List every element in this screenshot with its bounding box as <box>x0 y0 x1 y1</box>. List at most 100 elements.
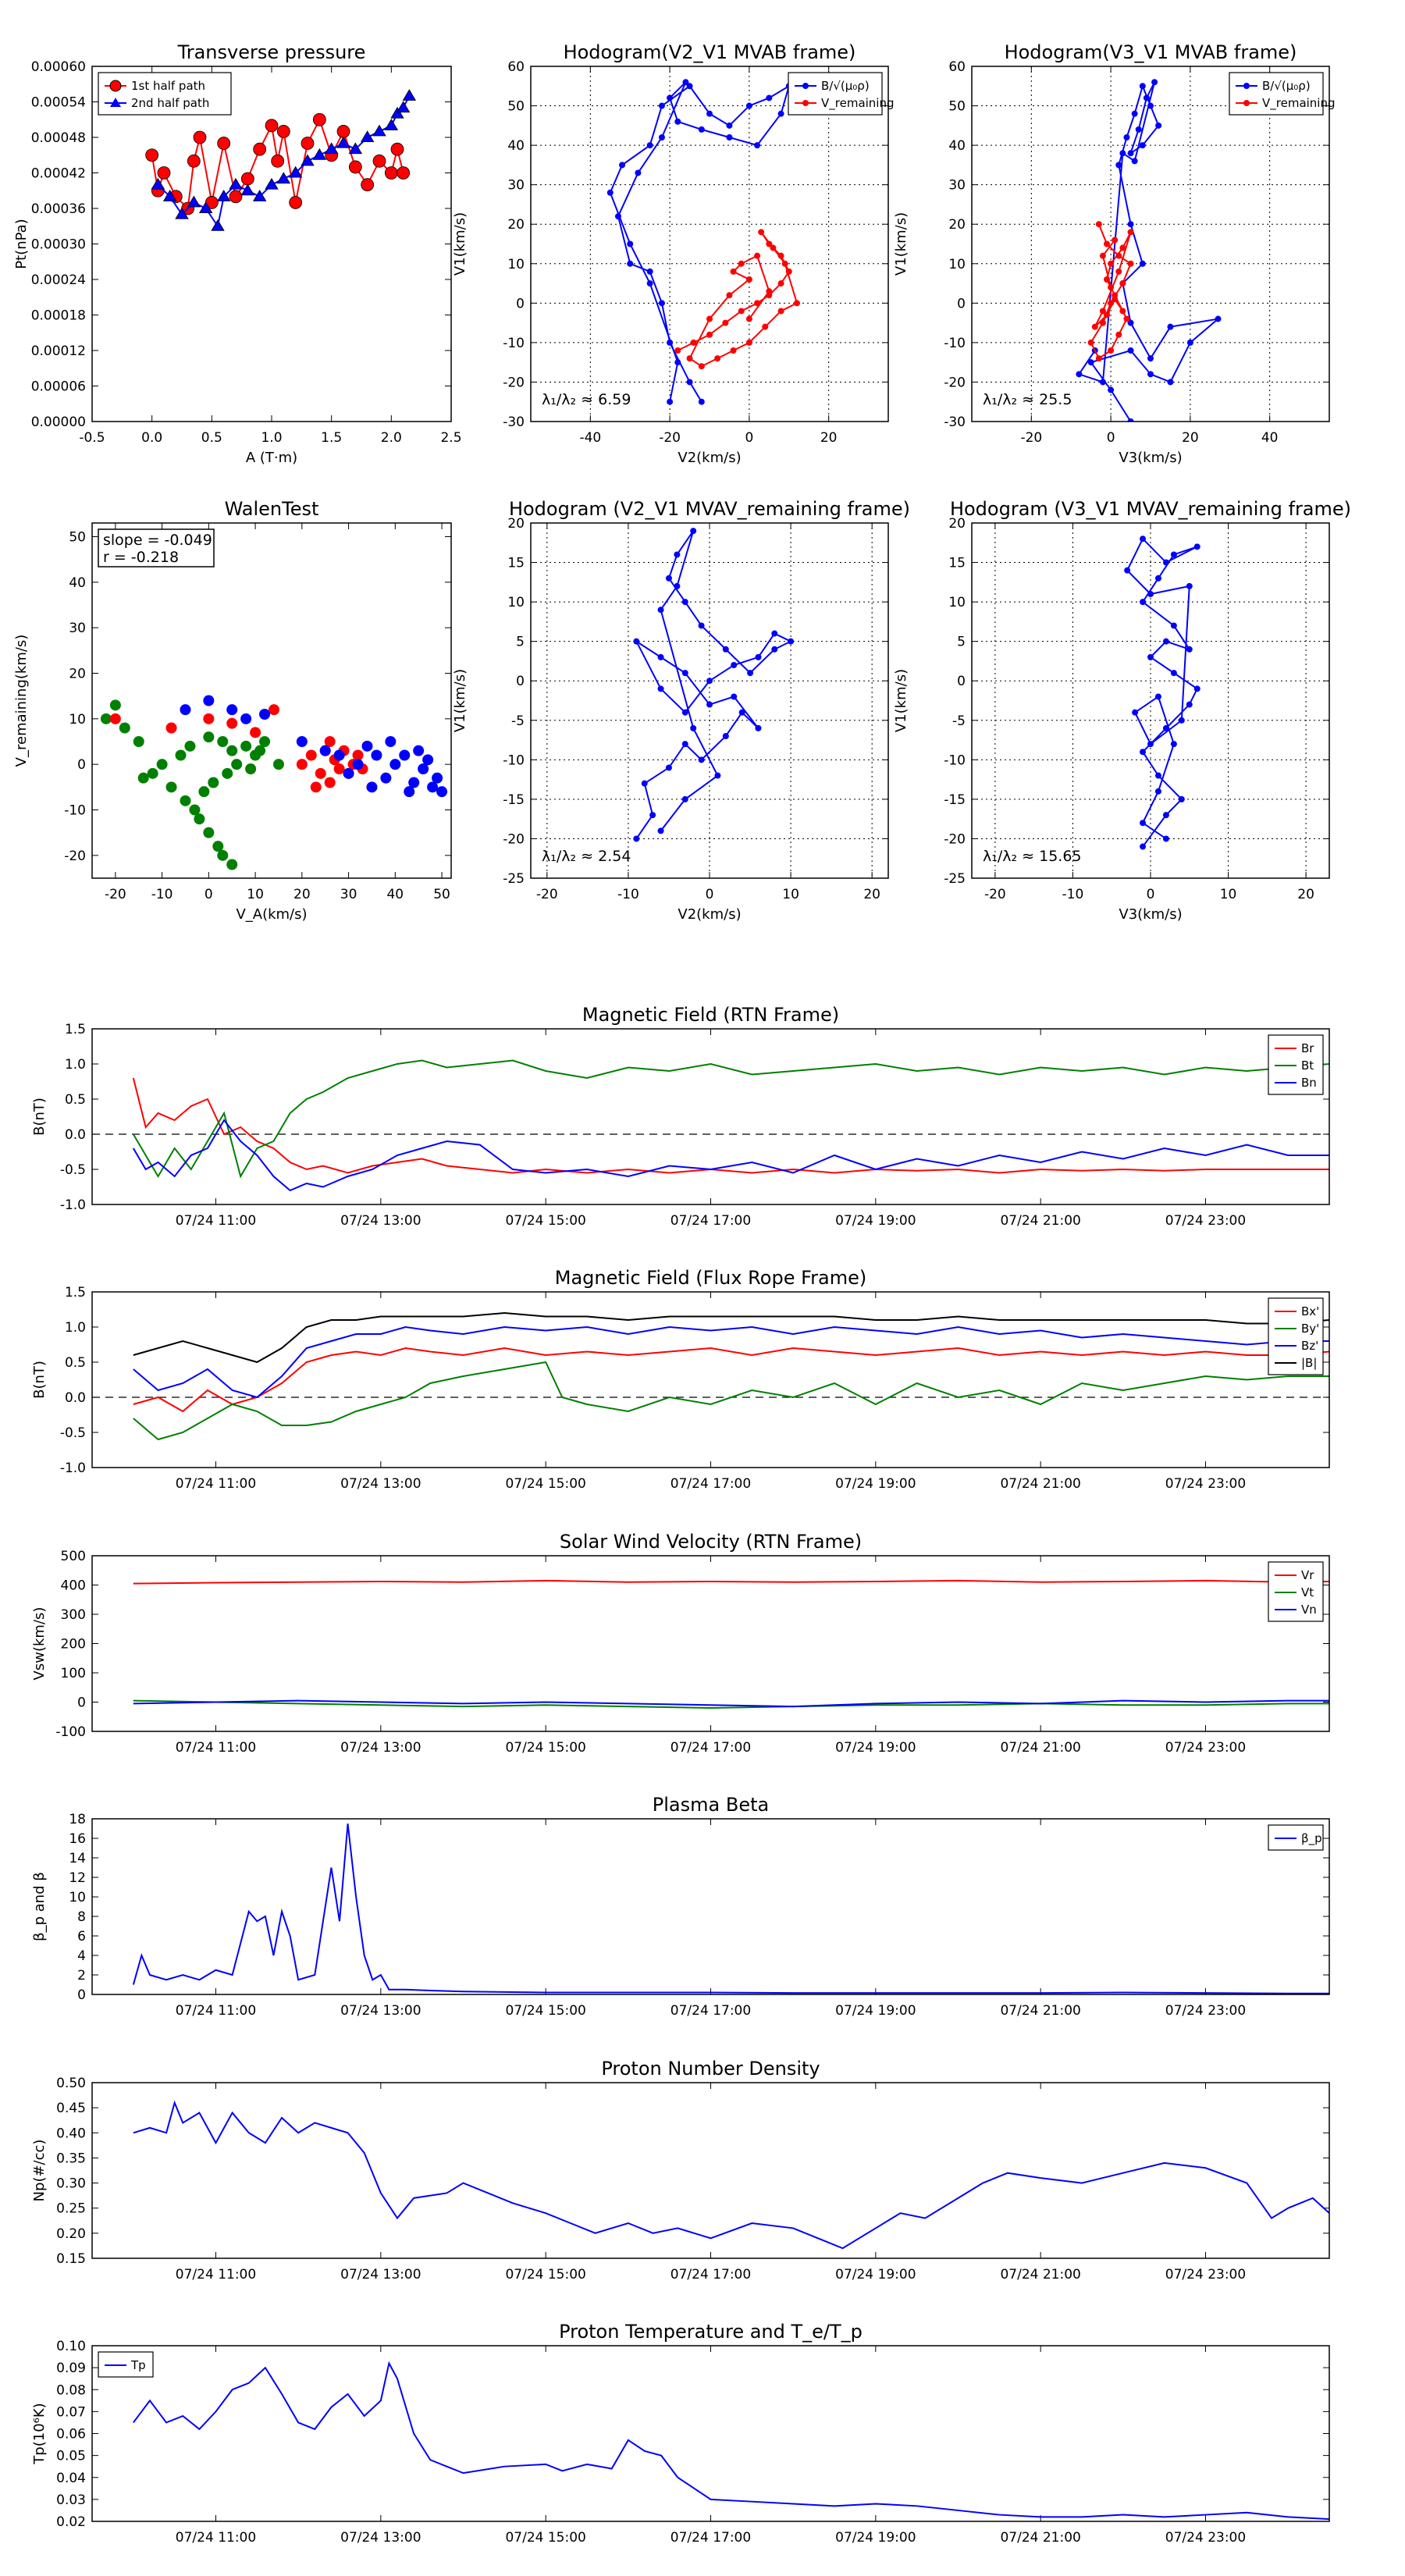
legend: Bx' By' Bz' |B| <box>1268 1297 1324 1375</box>
legend-box <box>1229 72 1324 116</box>
data-point <box>184 740 196 752</box>
x-tick-label: 07/24 17:00 <box>670 1476 751 1492</box>
data-point <box>1108 300 1115 307</box>
legend-label: Vn <box>1301 1603 1317 1617</box>
x-tick-label: 07/24 23:00 <box>1165 2003 1246 2019</box>
data-point <box>785 268 792 275</box>
data-point <box>231 759 243 770</box>
series-line <box>133 1325 1329 1399</box>
x-tick-label: 07/24 23:00 <box>1165 1740 1246 1756</box>
data-point <box>1127 347 1134 354</box>
legend: Br Bt Bn <box>1268 1034 1324 1095</box>
y-tick-label: -30 <box>503 415 525 430</box>
axes-frame <box>91 1818 1330 1995</box>
x-tick-label: 2.0 <box>381 430 402 446</box>
data-point <box>1124 567 1131 574</box>
y-axis-label: V1(km/s) <box>452 669 468 732</box>
data-point <box>1167 323 1174 330</box>
x-axis-label: V3(km/s) <box>1119 906 1182 923</box>
axes-frame <box>91 522 452 879</box>
data-point <box>252 190 267 201</box>
data-point <box>667 94 674 101</box>
x-tick-label: 07/24 21:00 <box>1000 1740 1080 1756</box>
data-point <box>1154 772 1161 779</box>
data-point <box>1099 308 1106 315</box>
y-tick-label: 0 <box>516 674 525 689</box>
legend-marker <box>1243 83 1250 89</box>
data-point <box>777 252 784 259</box>
data-point <box>315 767 326 779</box>
data-point <box>333 749 345 761</box>
data-point <box>771 646 778 653</box>
series-blue <box>633 528 795 842</box>
data-point <box>289 196 303 209</box>
data-point <box>649 812 656 819</box>
stats-line: slope = -0.049 <box>103 532 212 549</box>
data-point <box>1095 355 1102 362</box>
y-tick-label: 50 <box>69 530 86 546</box>
data-point <box>226 745 238 756</box>
x-tick-label: 07/24 13:00 <box>340 1740 421 1756</box>
data-point <box>1215 315 1222 322</box>
x-tick-label: 07/24 11:00 <box>176 1213 256 1229</box>
data-point <box>1162 724 1169 731</box>
data-point <box>189 804 201 816</box>
data-point <box>658 300 665 307</box>
plot-area <box>133 2361 1329 2521</box>
legend-marker <box>802 100 809 106</box>
data-point <box>360 130 375 143</box>
data-point <box>667 339 674 346</box>
plot-area <box>100 695 448 870</box>
axes-frame <box>91 1555 1330 1732</box>
y-tick-label: 4 <box>77 1948 86 1964</box>
x-tick-label: 20 <box>1182 430 1199 446</box>
data-point <box>1076 371 1083 378</box>
data-point <box>726 122 733 129</box>
data-point <box>698 126 705 133</box>
y-tick-label: 1.0 <box>65 1057 86 1073</box>
data-point <box>788 638 795 645</box>
data-point <box>1139 83 1146 90</box>
data-point <box>402 89 417 101</box>
data-point <box>682 79 689 86</box>
data-point <box>301 154 315 166</box>
x-tick-label: 07/24 19:00 <box>835 2530 916 2546</box>
data-point <box>1115 252 1122 259</box>
data-point <box>147 767 158 779</box>
data-point <box>265 119 279 133</box>
data-point <box>706 701 713 708</box>
y-tick-label: 0.5 <box>65 1355 86 1371</box>
y-tick-label: -10 <box>64 803 86 819</box>
series-br <box>132 1077 1329 1174</box>
legend-label: Vr <box>1301 1568 1314 1582</box>
legend-label: Bt <box>1301 1059 1314 1073</box>
data-point <box>366 781 378 793</box>
data-point <box>348 160 362 174</box>
x-tick-label: -10 <box>151 887 173 902</box>
y-tick-label: -0.5 <box>60 1425 86 1441</box>
plot-area <box>132 1823 1329 1994</box>
data-point <box>1143 94 1150 101</box>
x-tick-label: 50 <box>433 887 450 902</box>
y-axis-label: Np(#/cc) <box>31 2140 48 2202</box>
axes-frame <box>971 522 1330 879</box>
data-point <box>245 763 257 774</box>
y-tick-label: -20 <box>503 831 525 847</box>
x-tick-label: 1.5 <box>321 430 342 446</box>
series-2nd-half-path <box>151 89 417 231</box>
data-point <box>657 653 664 660</box>
y-tick-label: -5 <box>511 713 525 729</box>
data-point <box>722 733 729 739</box>
y-tick-label: -20 <box>64 849 86 864</box>
data-point <box>296 736 308 747</box>
data-point <box>312 112 326 126</box>
data-point <box>301 137 315 150</box>
y-tick-label: 18 <box>69 1812 86 1827</box>
plot-area <box>145 89 417 231</box>
x-tick-label: 07/24 23:00 <box>1165 2530 1246 2546</box>
y-tick-label: 0.00012 <box>31 343 86 359</box>
data-point <box>1087 359 1094 366</box>
panel-title: Hodogram(V3_V1 MVAB frame) <box>1005 41 1297 63</box>
y-tick-label: 60 <box>507 59 525 75</box>
data-point <box>1091 323 1098 330</box>
